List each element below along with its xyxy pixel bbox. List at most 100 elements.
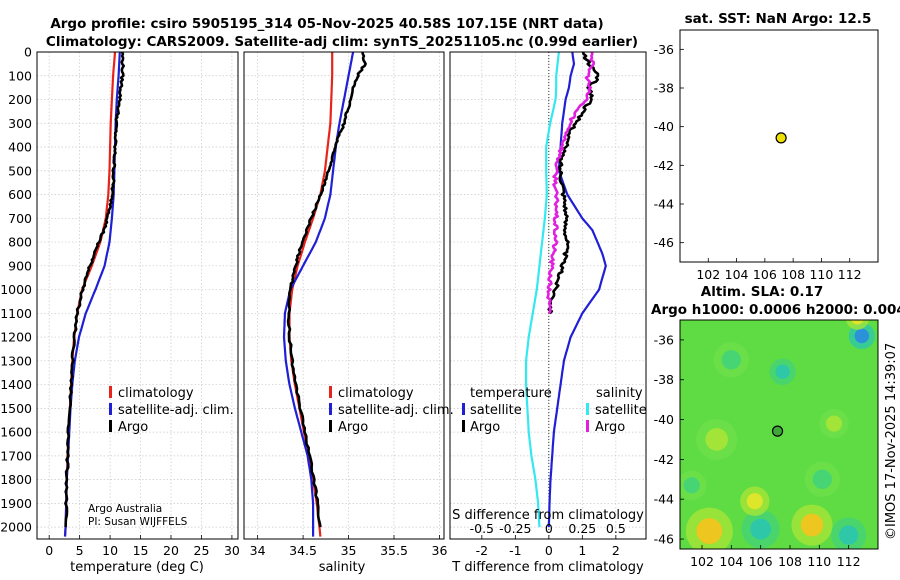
temperature-panel: 0 5 10 15 20 25 30 0 100 200 300 400 500 600 700 800 90… <box>0 45 240 576</box>
sst-map-y-ticks: -36 -38 -40 -42 -44 -46 <box>654 42 684 250</box>
y-tick-label: -40 <box>654 412 674 427</box>
sla-anomaly-core <box>721 350 742 370</box>
x-tick-label: 5 <box>76 543 84 558</box>
x-tick-label: 35 <box>341 543 357 558</box>
x-tick-label: 110 <box>809 267 833 282</box>
temperature-xlabel: temperature (deg C) <box>70 560 204 575</box>
top-tick-label: 0.5 <box>606 521 626 536</box>
sla-map-frame <box>679 319 879 550</box>
top-tick-label: 0 <box>545 521 553 536</box>
y-tick-label: 1900 <box>0 496 32 511</box>
y-tick-label: -42 <box>654 452 674 467</box>
y-tick-label: 700 <box>8 211 32 226</box>
sst-map-panel: sat. SST: NaN Argo: 12.5 102 104 106 108 110… <box>654 11 879 282</box>
y-tick-label: 1500 <box>0 401 32 416</box>
difference-top-ticks: -0.5 -0.25 0 0.25 0.5 <box>470 521 626 536</box>
y-tick-label: -38 <box>654 372 674 387</box>
x-tick-label: 112 <box>838 267 862 282</box>
x-tick-label: 2 <box>612 543 620 558</box>
series-line-argo <box>547 51 600 315</box>
y-tick-label: 1700 <box>0 448 32 463</box>
legend-label-t-satellite: satellite <box>470 403 522 418</box>
sla-map-subtitle: Argo h1000: 0.0006 h2000: 0.0046 <box>651 302 900 318</box>
credit-line-1: Argo Australia <box>88 503 162 515</box>
series-line-argo <box>546 51 595 315</box>
difference-legend: temperature satellite Argo salinity sate… <box>462 386 647 435</box>
x-tick-label: 25 <box>194 543 210 558</box>
x-tick-label: 35.5 <box>380 543 408 558</box>
x-tick-label: 102 <box>690 554 714 569</box>
y-tick-label: 1200 <box>0 330 32 345</box>
legend-label-climatology: climatology <box>338 386 414 401</box>
top-tick-label: -0.25 <box>499 521 531 536</box>
legend-swatch-t-satellite <box>462 403 465 415</box>
y-tick-label: 100 <box>8 68 32 83</box>
salinity-series <box>282 51 367 537</box>
y-tick-label: 1000 <box>0 282 32 297</box>
sub-title: Climatology: CARS2009. Satellite-adj cli… <box>46 34 638 50</box>
legend-title-salinity: salinity <box>596 386 643 401</box>
difference-top-xlabel: S difference from climatology <box>452 508 644 523</box>
sla-anomaly-core <box>683 477 700 494</box>
legend-swatch-climatology <box>329 386 332 398</box>
x-tick-label: 106 <box>753 267 777 282</box>
y-tick-label: 800 <box>8 235 32 250</box>
y-tick-label: 900 <box>8 258 32 273</box>
y-tick-label: -44 <box>654 492 674 507</box>
x-tick-label: 34.5 <box>289 543 317 558</box>
legend-swatch-argo <box>329 420 332 432</box>
salinity-frame <box>243 51 445 540</box>
sla-anomaly-core <box>800 513 824 537</box>
legend-swatch-climatology <box>109 386 112 398</box>
top-tick-label: 0.25 <box>568 521 596 536</box>
legend-title-temperature: temperature <box>470 386 552 401</box>
y-tick-label: 500 <box>8 163 32 178</box>
temperature-series <box>63 51 125 537</box>
top-tick-label: -0.5 <box>470 521 494 536</box>
difference-xlabel: T difference from climatology <box>451 560 644 575</box>
legend-swatch-argo <box>109 420 112 432</box>
sla-anomaly-core <box>746 493 763 510</box>
sst-map-title: sat. SST: NaN Argo: 12.5 <box>685 11 872 27</box>
sla-map-markers <box>771 425 784 437</box>
argo-position-marker <box>775 132 787 144</box>
sla-anomaly-core <box>854 328 870 344</box>
y-tick-label: 600 <box>8 187 32 202</box>
y-tick-label: 2000 <box>0 520 32 535</box>
x-tick-label: 20 <box>163 543 179 558</box>
y-tick-label: -36 <box>654 332 674 347</box>
series-line-satellite <box>525 51 560 528</box>
y-tick-label: 1600 <box>0 425 32 440</box>
legend-label-s-argo: Argo <box>595 420 625 435</box>
y-tick-label: 1100 <box>0 306 32 321</box>
sla-map-title: Altim. SLA: 0.17 <box>701 284 823 300</box>
y-tick-label: 300 <box>8 116 32 131</box>
legend-label-climatology: climatology <box>118 386 194 401</box>
x-tick-label: 102 <box>696 267 720 282</box>
sst-map-markers <box>775 132 787 144</box>
difference-series <box>525 51 607 528</box>
temperature-legend: climatology satellite-adj. clim. Argo <box>109 386 234 435</box>
legend-label-s-satellite: satellite <box>595 403 647 418</box>
temperature-x-ticks: 0 5 10 15 20 25 30 <box>45 535 240 558</box>
y-tick-label: -36 <box>654 42 674 57</box>
y-tick-label: -40 <box>654 119 674 134</box>
sla-anomaly-core <box>851 320 864 325</box>
sla-anomaly-core <box>812 469 832 489</box>
credit-line-2: PI: Susan WIJFFELS <box>88 516 188 528</box>
legend-label-argo: Argo <box>338 420 368 435</box>
y-tick-label: -44 <box>654 197 674 212</box>
x-tick-label: 106 <box>749 554 773 569</box>
x-tick-label: 10 <box>102 543 118 558</box>
main-title: Argo profile: csiro 5905195_314 05-Nov-2… <box>50 16 603 32</box>
sla-map-panel: Altim. SLA: 0.17 Argo h1000: 0.0006 h200… <box>651 284 900 569</box>
legend-label-argo: Argo <box>118 420 148 435</box>
y-tick-label: 0 <box>24 45 32 60</box>
salinity-xlabel: salinity <box>319 560 366 575</box>
legend-swatch-satellite <box>109 403 112 415</box>
x-tick-label: -2 <box>476 543 488 558</box>
x-tick-label: 0 <box>45 543 53 558</box>
sla-anomaly-core <box>825 415 843 432</box>
legend-swatch-satellite <box>329 403 332 415</box>
x-tick-label: 0 <box>545 543 553 558</box>
